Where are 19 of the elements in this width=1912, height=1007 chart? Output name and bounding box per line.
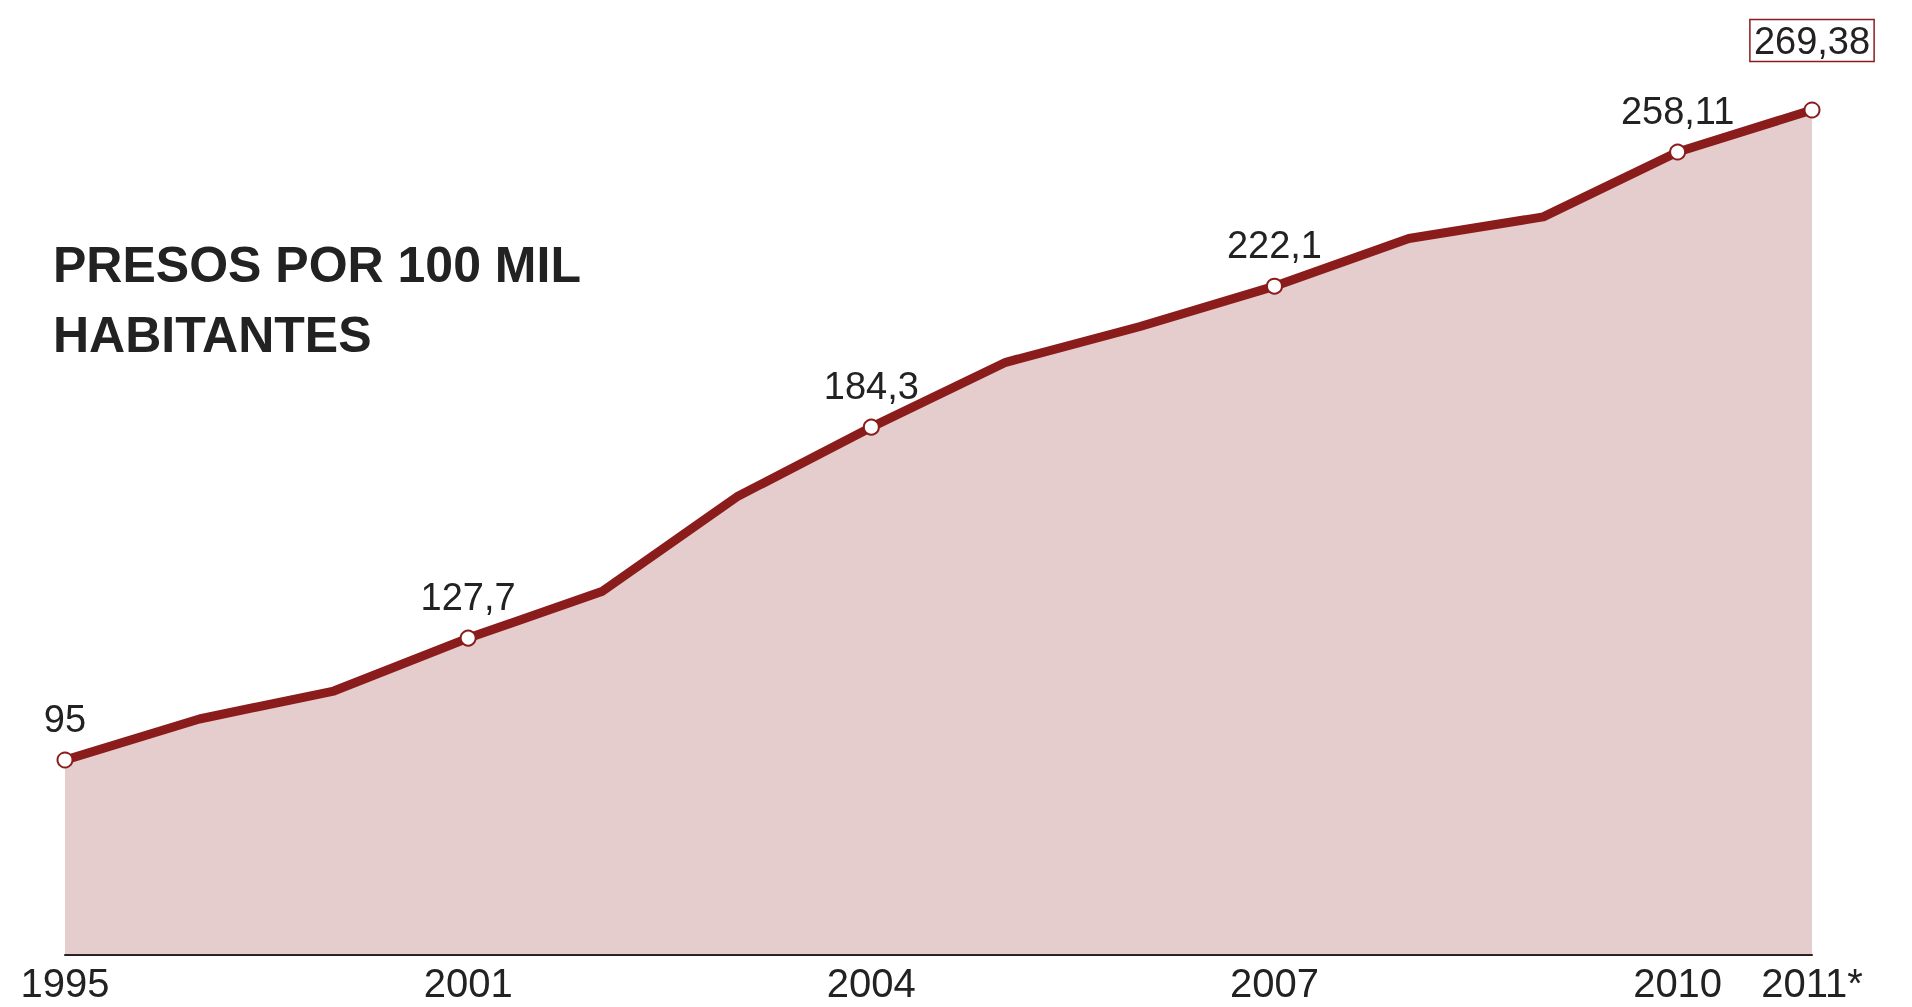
- data-label: 184,3: [823, 364, 919, 407]
- x-tick-label: 2007: [1229, 961, 1319, 1005]
- data-label: 127,7: [420, 575, 516, 618]
- data-label: 95: [43, 697, 87, 740]
- point: [56, 751, 74, 769]
- x-tick-label: 1995: [20, 961, 110, 1005]
- x-tick-label: 2004: [826, 961, 916, 1005]
- data-label: 269,38: [1753, 19, 1871, 62]
- point: [459, 629, 477, 647]
- x-tick-label: 2011*: [1761, 961, 1863, 1005]
- point: [862, 418, 880, 436]
- x-tick-label: 2010: [1633, 961, 1723, 1005]
- point: [1265, 277, 1283, 295]
- point: [1803, 101, 1821, 119]
- data-label: 258,11: [1620, 89, 1735, 132]
- text: PRESOS POR 100 MIL HABITANTES: [53, 237, 594, 363]
- data-label: 222,1: [1226, 223, 1323, 266]
- x-tick-label: 2001: [423, 961, 513, 1005]
- point: [1669, 143, 1687, 161]
